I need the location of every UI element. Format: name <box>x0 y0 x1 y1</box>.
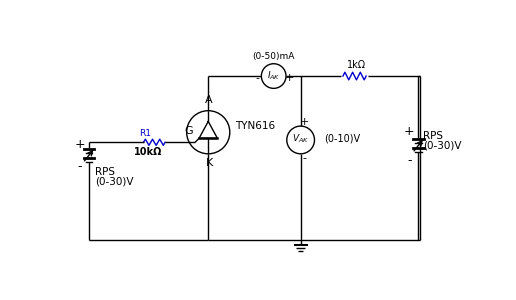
Text: TYN616: TYN616 <box>235 121 276 131</box>
Text: -: - <box>255 73 260 83</box>
Text: +: + <box>74 138 85 151</box>
Text: RPS: RPS <box>423 131 443 141</box>
Text: $V_{AK}$: $V_{AK}$ <box>292 133 309 146</box>
Text: (0-10)V: (0-10)V <box>324 134 360 143</box>
Text: -: - <box>302 153 307 164</box>
Text: K: K <box>205 158 213 168</box>
Text: $I_{AK}$: $I_{AK}$ <box>267 69 281 82</box>
Text: -: - <box>77 160 82 172</box>
Text: G: G <box>184 126 192 136</box>
Text: R1: R1 <box>139 128 151 137</box>
Text: A: A <box>205 95 213 105</box>
Text: (0-30)V: (0-30)V <box>95 176 134 187</box>
Text: (0-50)mA: (0-50)mA <box>252 52 295 61</box>
Text: +: + <box>285 73 295 83</box>
Text: (0-30)V: (0-30)V <box>423 140 462 150</box>
Text: 1kΩ: 1kΩ <box>347 60 366 70</box>
Text: RPS: RPS <box>95 167 115 177</box>
Text: +: + <box>300 117 309 127</box>
Text: +: + <box>404 125 414 138</box>
Text: 10kΩ: 10kΩ <box>134 147 163 157</box>
Text: -: - <box>407 154 411 167</box>
